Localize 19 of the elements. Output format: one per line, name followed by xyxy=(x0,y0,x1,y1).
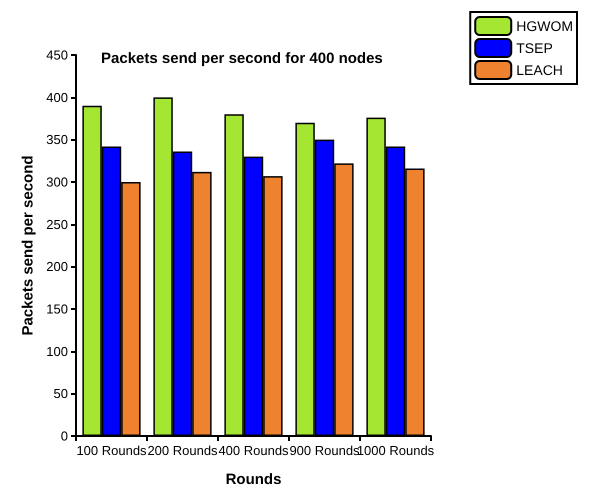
y-tick-label: 100 xyxy=(46,344,68,359)
x-tick-label: 400 Rounds xyxy=(218,443,290,458)
y-tick-label: 50 xyxy=(54,386,68,402)
y-tick-label: 300 xyxy=(46,174,68,190)
legend-label: TSEP xyxy=(516,40,553,56)
y-tick-label: 350 xyxy=(46,132,68,148)
y-tick-label: 200 xyxy=(46,259,68,274)
y-axis-title: Packets send per second xyxy=(19,155,36,336)
y-tick-label: 150 xyxy=(46,302,68,316)
y-tick-label: 450 xyxy=(46,48,68,62)
y-tick-label: 400 xyxy=(46,90,68,105)
x-axis-title: Rounds xyxy=(226,471,282,488)
chart-title: Packets send per second for 400 nodes xyxy=(101,50,383,67)
y-tick-label: 250 xyxy=(46,216,68,232)
x-tick-label: 100 Rounds xyxy=(76,443,148,458)
y-tick-label: 0 xyxy=(60,428,68,444)
legend-label: HGWOM xyxy=(516,18,573,34)
x-tick-label: 200 Rounds xyxy=(147,443,218,458)
legend-label: LEACH xyxy=(516,62,563,78)
